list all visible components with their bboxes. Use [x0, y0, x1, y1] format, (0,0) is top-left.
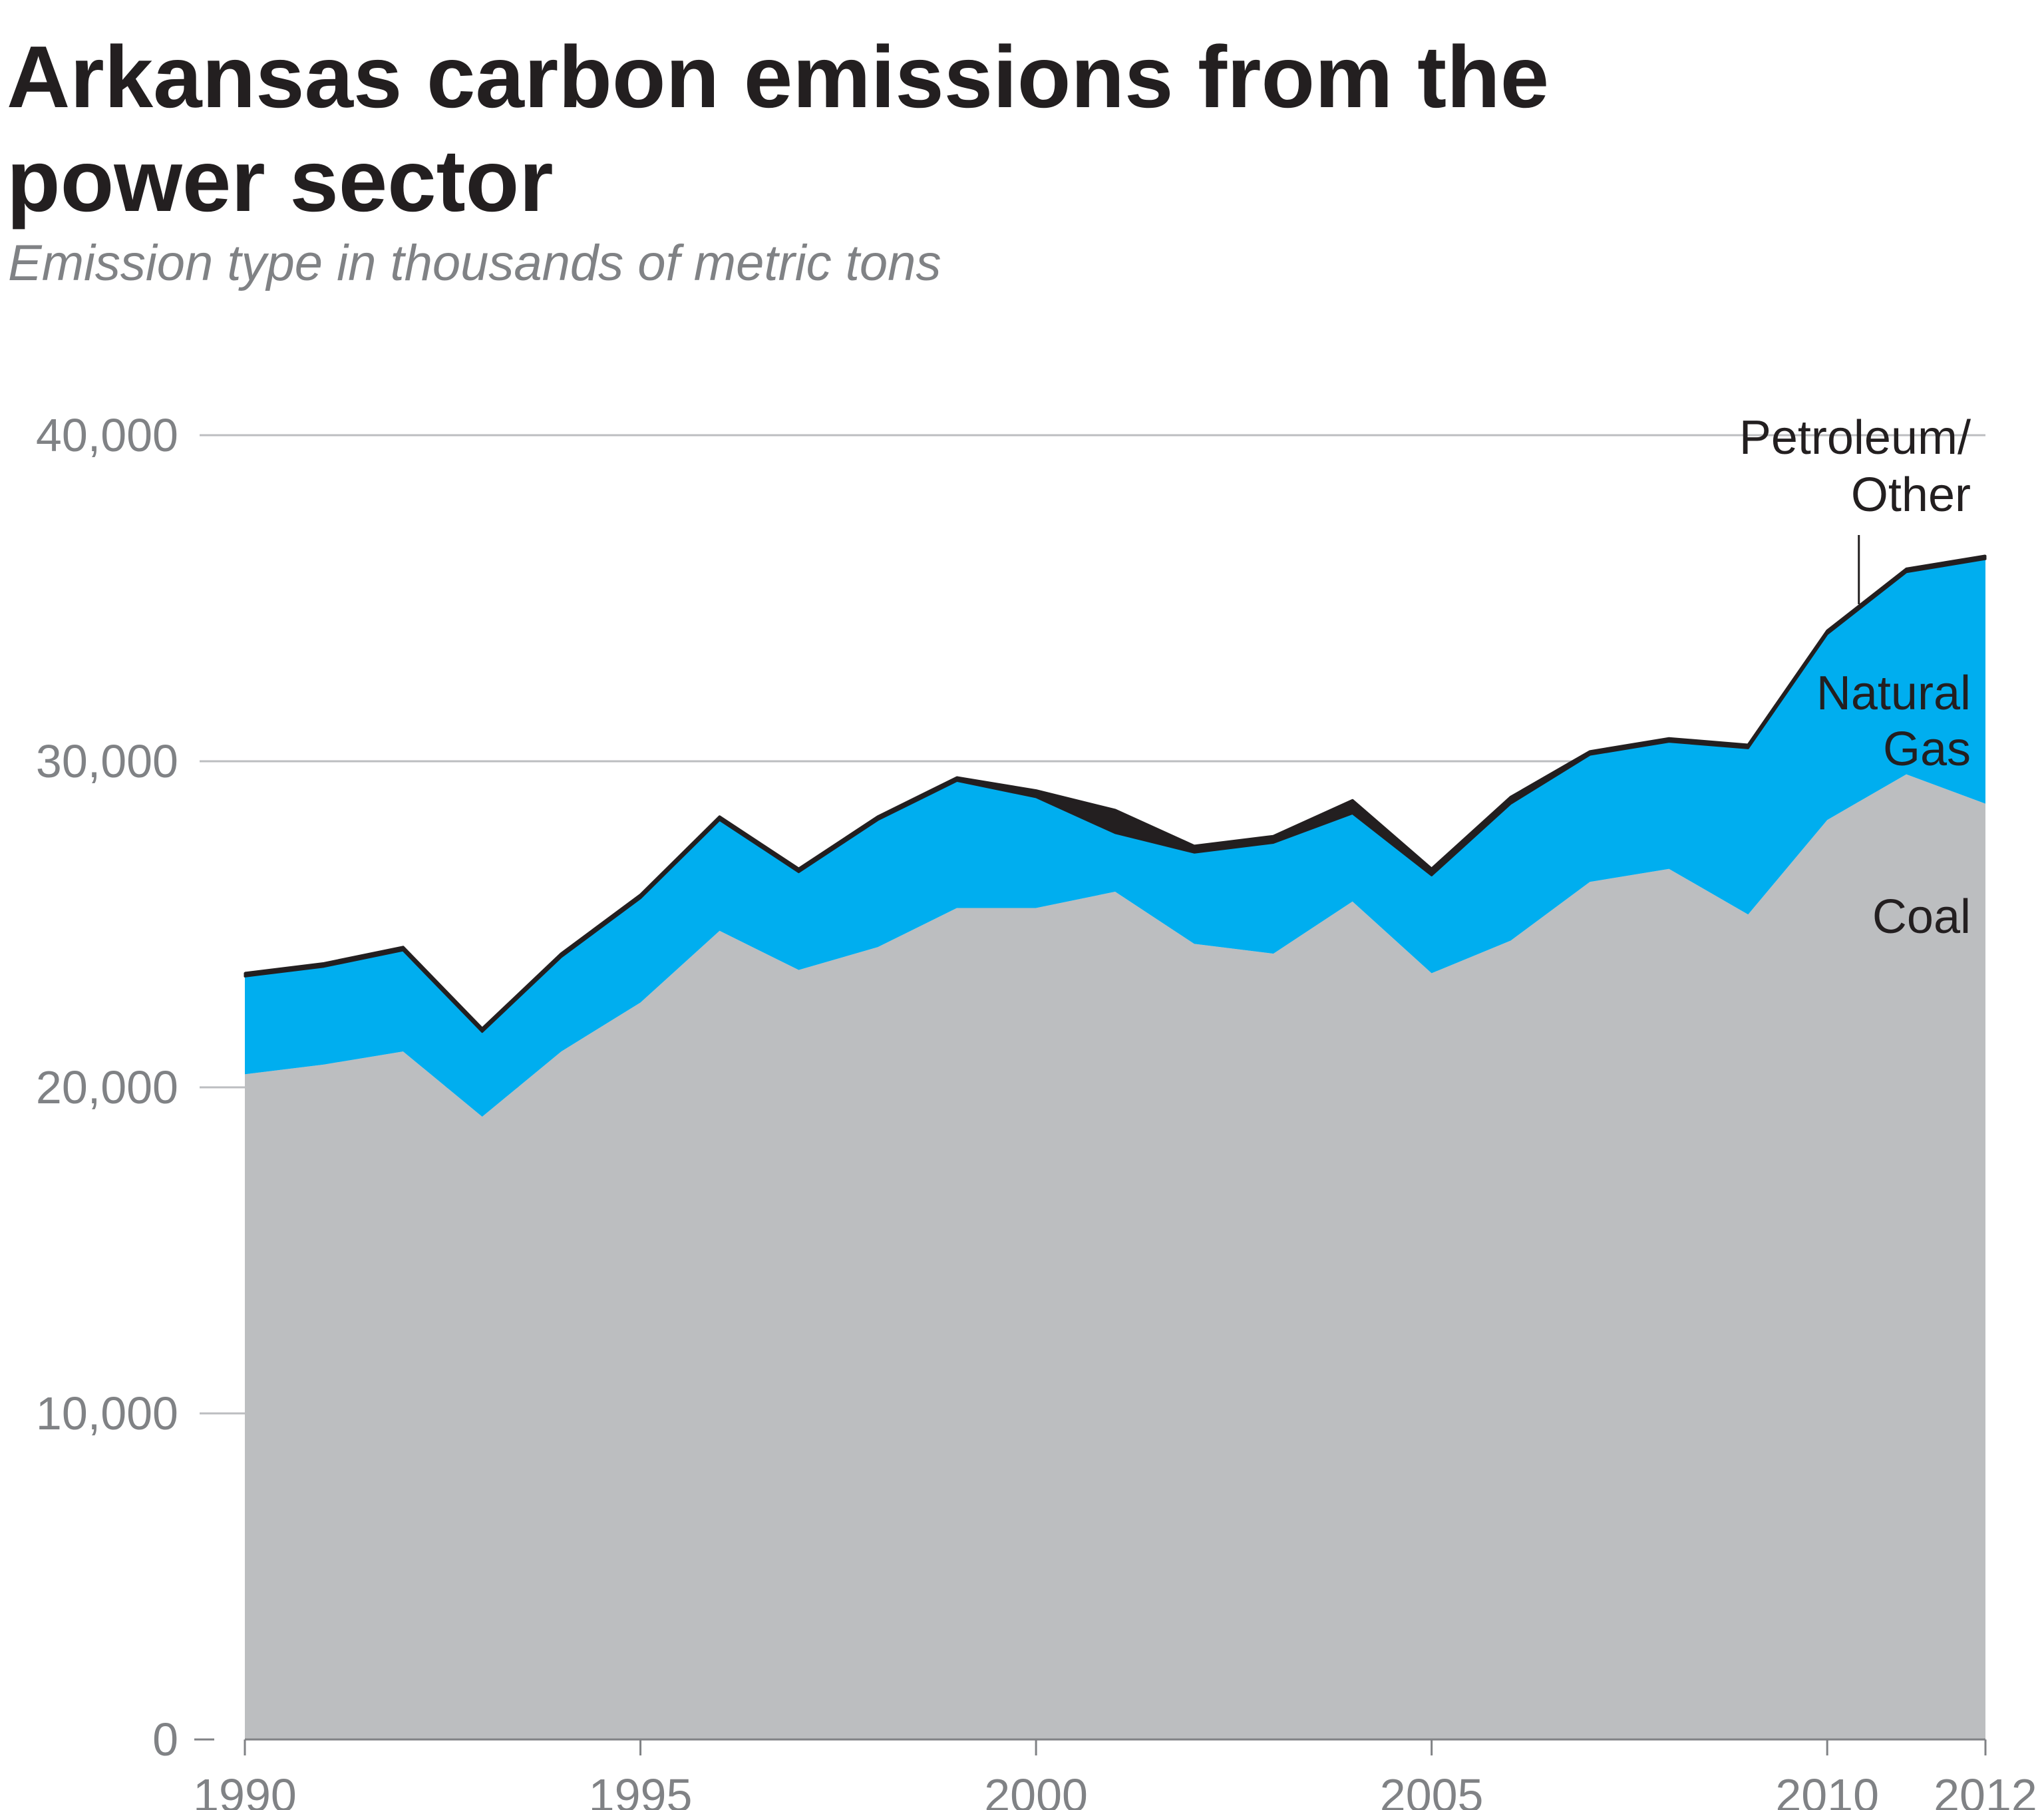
- total-outline: [244, 554, 1986, 1030]
- axes: 0 10,000 20,000 30,000 40,000 1990 1995 2000 200…: [36, 409, 2037, 1810]
- x-tick-label: 2012: [1934, 1769, 2037, 1810]
- x-tick-label: 2010: [1775, 1769, 1879, 1810]
- coal-label: Coal: [1872, 890, 1971, 944]
- petroleum-label: Petroleum/: [1739, 411, 1971, 464]
- natural-gas-area: [245, 559, 1985, 1117]
- x-tick-label: 2005: [1380, 1769, 1484, 1810]
- petroleum-label: Other: [1851, 468, 1971, 522]
- natural-gas-label: Gas: [1883, 723, 1971, 776]
- y-tick-label: 10,000: [36, 1387, 178, 1439]
- y-tick-label: 40,000: [36, 409, 178, 461]
- x-tick-label: 1995: [589, 1769, 693, 1810]
- y-tick-label: 20,000: [36, 1061, 178, 1113]
- x-tick-label: 1990: [193, 1769, 297, 1810]
- chart-title: Arkansas carbon emissions from the power…: [7, 28, 1550, 230]
- coal-area: [245, 774, 1985, 1739]
- stacked-areas: [244, 554, 1987, 1739]
- x-tick-label: 2000: [984, 1769, 1088, 1810]
- y-tick-label: 30,000: [36, 735, 178, 787]
- chart-subtitle: Emission type in thousands of metric ton…: [8, 235, 941, 291]
- y-tick-label: 0: [152, 1714, 178, 1765]
- natural-gas-label: Natural: [1816, 667, 1971, 720]
